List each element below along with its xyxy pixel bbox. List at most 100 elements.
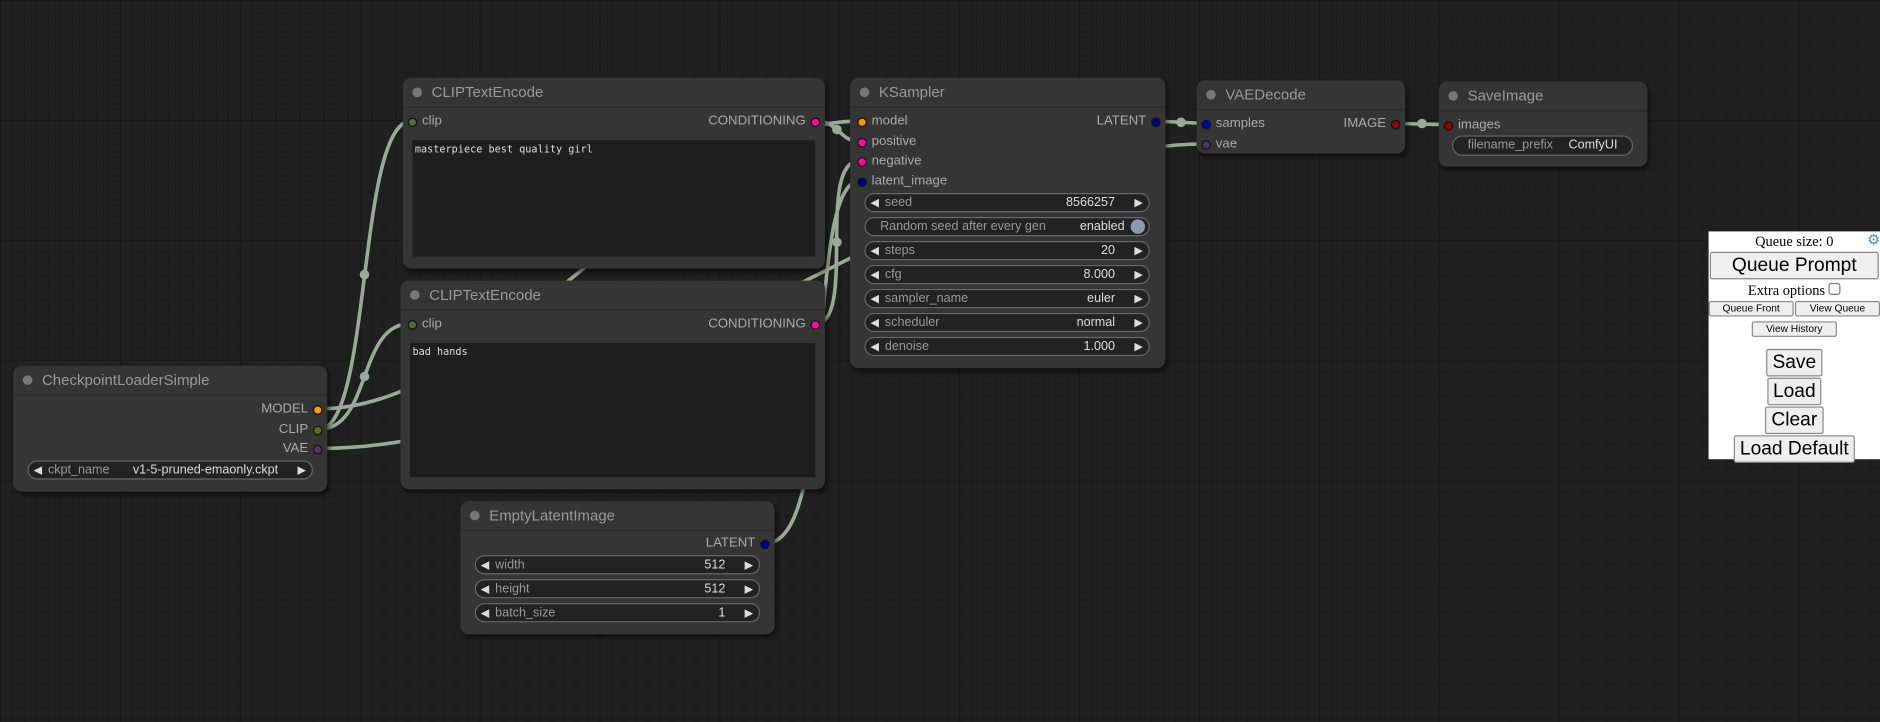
text-filename-prefix[interactable]: filename_prefix ComfyUI — [1451, 135, 1634, 156]
collapse-dot-icon[interactable] — [410, 290, 420, 300]
arrow-left-icon[interactable]: ◀ — [870, 196, 879, 209]
arrow-left-icon[interactable]: ◀ — [480, 606, 490, 619]
collapse-dot-icon[interactable] — [22, 375, 33, 385]
output-vae[interactable]: VAE — [283, 441, 323, 456]
input-positive[interactable]: positive — [857, 134, 916, 149]
link-midpoint[interactable] — [1176, 117, 1186, 128]
slot-dot-icon[interactable] — [810, 117, 821, 128]
arrow-left-icon[interactable]: ◀ — [870, 268, 879, 281]
arrow-left-icon[interactable]: ◀ — [870, 340, 879, 353]
link-midpoint[interactable] — [359, 371, 370, 382]
node-title[interactable]: CLIPTextEncode — [402, 78, 825, 108]
node-clip-text-encode-negative[interactable]: CLIPTextEncode clip CONDITIONING bad han… — [400, 280, 825, 490]
slot-dot-icon[interactable] — [1201, 140, 1211, 150]
link-midpoint[interactable] — [832, 124, 842, 135]
arrow-right-icon[interactable]: ▶ — [1134, 268, 1143, 281]
arrow-left-icon[interactable]: ◀ — [870, 292, 879, 305]
slot-dot-icon[interactable] — [1390, 119, 1401, 130]
slot-dot-icon[interactable] — [857, 137, 867, 148]
widget-width[interactable]: ◀ width 512 ▶ — [474, 555, 761, 575]
widget-batch-size[interactable]: ◀ batch_size 1 ▶ — [474, 603, 761, 623]
collapse-dot-icon[interactable] — [859, 87, 870, 98]
prompt-textarea[interactable]: bad hands — [410, 342, 816, 478]
slot-dot-icon[interactable] — [1443, 121, 1454, 131]
node-title[interactable]: VAEDecode — [1196, 80, 1406, 111]
input-samples[interactable]: samples — [1201, 116, 1265, 131]
input-images[interactable]: images — [1443, 118, 1501, 132]
widget-height[interactable]: ◀ height 512 ▶ — [474, 579, 761, 599]
arrow-right-icon[interactable]: ▶ — [1134, 196, 1143, 209]
node-ksampler[interactable]: KSampler model positive negative latent_… — [850, 77, 1166, 369]
widget-seed[interactable]: ◀ seed 8566257 ▶ — [864, 193, 1150, 213]
input-clip[interactable]: clip — [407, 114, 442, 128]
arrow-left-icon[interactable]: ◀ — [480, 558, 490, 571]
arrow-left-icon[interactable]: ◀ — [870, 316, 879, 329]
collapse-dot-icon[interactable] — [1448, 91, 1458, 101]
output-latent[interactable]: LATENT — [706, 536, 770, 550]
arrow-right-icon[interactable]: ▶ — [744, 606, 753, 619]
node-title[interactable]: CheckpointLoaderSimple — [13, 366, 328, 396]
output-clip[interactable]: CLIP — [279, 422, 323, 436]
view-history-button[interactable]: View History — [1751, 321, 1837, 337]
slot-dot-icon[interactable] — [760, 539, 770, 550]
save-button[interactable]: Save — [1766, 348, 1823, 377]
link-midpoint[interactable] — [359, 269, 370, 280]
node-title[interactable]: CLIPTextEncode — [400, 281, 825, 311]
clear-button[interactable]: Clear — [1765, 406, 1824, 435]
input-negative[interactable]: negative — [857, 153, 922, 168]
slot-dot-icon[interactable] — [407, 117, 418, 128]
widget-steps[interactable]: ◀ steps 20 ▶ — [864, 240, 1150, 261]
node-vae-decode[interactable]: VAEDecode samples vae IMAGE — [1196, 80, 1406, 154]
arrow-right-icon[interactable]: ▶ — [1134, 340, 1143, 353]
slot-dot-icon[interactable] — [1201, 119, 1211, 130]
collapse-dot-icon[interactable] — [470, 510, 480, 521]
load-button[interactable]: Load — [1766, 377, 1822, 406]
slot-dot-icon[interactable] — [857, 157, 867, 167]
arrow-right-icon[interactable]: ▶ — [744, 558, 753, 571]
toggle-random-seed[interactable]: Random seed after every gen enabled — [864, 217, 1150, 237]
output-latent[interactable]: LATENT — [1097, 114, 1161, 128]
widget-scheduler[interactable]: ◀ scheduler normal ▶ — [864, 312, 1150, 333]
node-title[interactable]: SaveImage — [1438, 82, 1648, 112]
node-title[interactable]: EmptyLatentImage — [460, 501, 775, 532]
arrow-right-icon[interactable]: ▶ — [1134, 244, 1143, 257]
toggle-knob-icon[interactable] — [1130, 219, 1146, 234]
widget-sampler-name[interactable]: ◀ sampler_name euler ▶ — [864, 288, 1150, 309]
arrow-left-icon[interactable]: ◀ — [870, 244, 879, 257]
slot-dot-icon[interactable] — [312, 425, 323, 436]
arrow-right-icon[interactable]: ▶ — [1134, 316, 1143, 329]
input-latent-image[interactable]: latent_image — [857, 174, 947, 188]
node-clip-text-encode-positive[interactable]: CLIPTextEncode clip CONDITIONING masterp… — [402, 77, 825, 269]
combo-ckpt-name[interactable]: ◀ ckpt_name v1-5-pruned-emaonly.ckpt ▶ — [27, 460, 313, 480]
arrow-left-icon[interactable]: ◀ — [480, 582, 490, 595]
widget-denoise[interactable]: ◀ denoise 1.000 ▶ — [864, 336, 1150, 357]
arrow-right-icon[interactable]: ▶ — [1134, 292, 1143, 305]
link-midpoint[interactable] — [1417, 118, 1427, 129]
slot-dot-icon[interactable] — [857, 177, 867, 188]
input-clip[interactable]: clip — [407, 317, 442, 331]
queue-prompt-button[interactable]: Queue Prompt — [1709, 251, 1879, 280]
output-image[interactable]: IMAGE — [1344, 116, 1401, 131]
view-queue-button[interactable]: View Queue — [1794, 300, 1880, 317]
output-conditioning[interactable]: CONDITIONING — [708, 317, 821, 331]
link-midpoint[interactable] — [832, 237, 842, 247]
input-model[interactable]: model — [857, 114, 908, 128]
load-default-button[interactable]: Load Default — [1733, 435, 1855, 463]
gear-icon[interactable]: ⚙ — [1867, 231, 1880, 249]
prompt-textarea[interactable]: masterpiece best quality girl — [412, 140, 816, 257]
node-checkpoint-loader[interactable]: CheckpointLoaderSimple MODEL CLIP VAE ◀ c… — [13, 365, 328, 492]
output-conditioning[interactable]: CONDITIONING — [708, 114, 821, 128]
arrow-right-icon[interactable]: ▶ — [744, 582, 753, 595]
slot-dot-icon[interactable] — [810, 320, 821, 330]
node-title[interactable]: KSampler — [850, 78, 1166, 108]
slot-dot-icon[interactable] — [312, 405, 323, 415]
arrow-right-icon[interactable]: ▶ — [297, 464, 306, 477]
slot-dot-icon[interactable] — [857, 117, 867, 128]
input-vae[interactable]: vae — [1201, 137, 1237, 151]
slot-dot-icon[interactable] — [1151, 117, 1161, 128]
node-save-image[interactable]: SaveImage images filename_prefix ComfyUI — [1438, 81, 1648, 167]
queue-front-button[interactable]: Queue Front — [1708, 300, 1794, 317]
output-model[interactable]: MODEL — [261, 402, 323, 416]
node-empty-latent-image[interactable]: EmptyLatentImage LATENT ◀ width 512 ▶ ◀ heig… — [460, 501, 775, 635]
